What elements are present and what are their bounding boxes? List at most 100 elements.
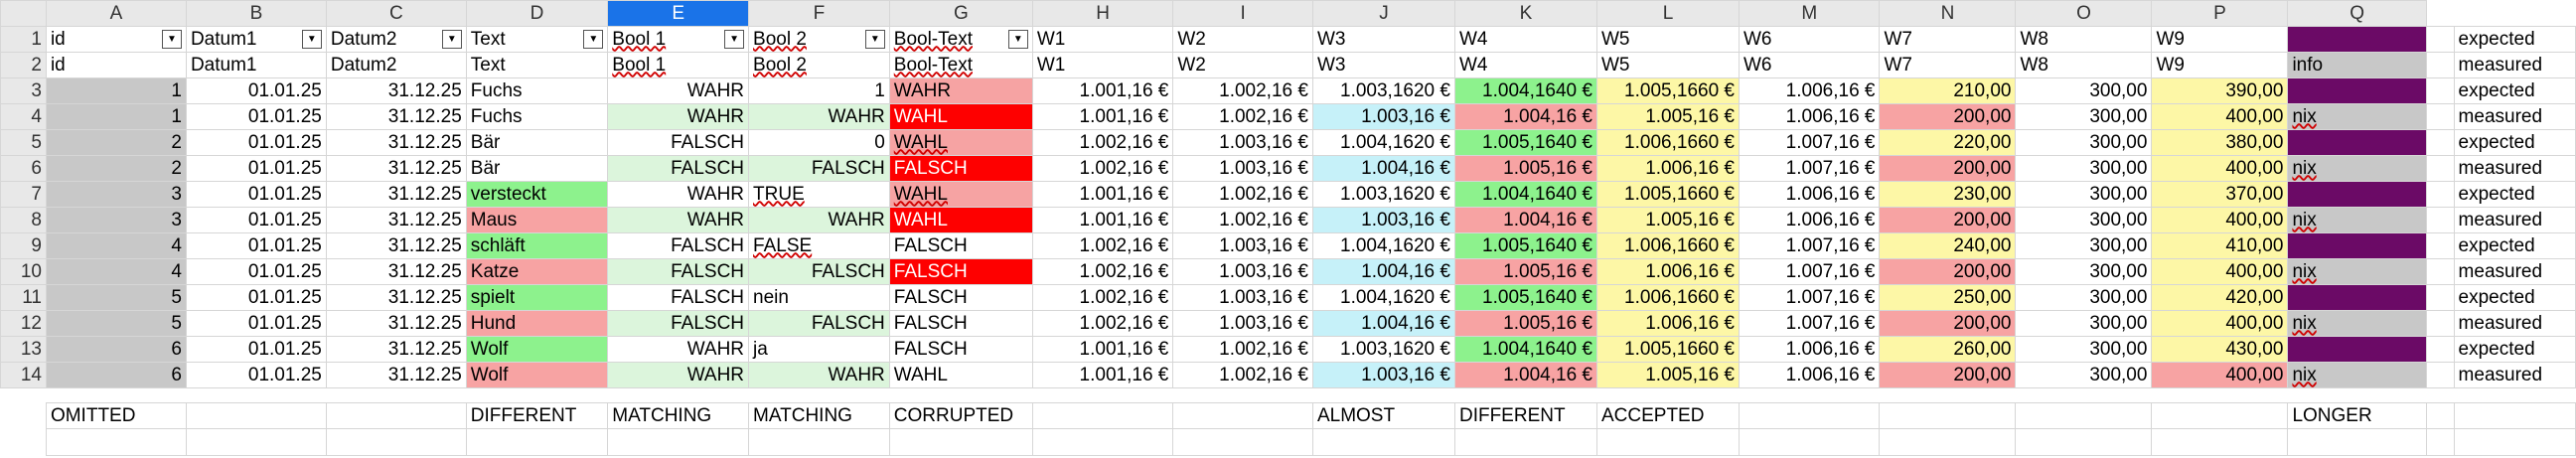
cell-w7[interactable]: 200,00	[1879, 155, 2017, 182]
cell-datum2[interactable]: 31.12.25	[325, 103, 467, 130]
cell-w8[interactable]: 300,00	[2015, 362, 2153, 388]
cell-bool2[interactable]: WAHR	[748, 362, 890, 388]
cell-w7[interactable]: 210,00	[1879, 77, 2017, 104]
cell-w5[interactable]: 1.005,1660 €	[1595, 77, 1741, 104]
cell-bool2[interactable]: ja	[748, 336, 890, 363]
cell-w9[interactable]: 410,00	[2151, 232, 2289, 259]
row-header[interactable]: 8	[0, 207, 47, 233]
cell-text[interactable]: Fuchs	[465, 77, 609, 104]
cell-o-header[interactable]: W8	[2015, 52, 2153, 78]
cell-bool-text[interactable]: FALSCH	[888, 336, 1033, 363]
cell-w4[interactable]: 1.004,16 €	[1453, 362, 1597, 388]
cell-w3[interactable]: 1.003,16 €	[1311, 207, 1455, 233]
cell-g-header[interactable]: Bool-Text	[888, 52, 1033, 78]
cell-datum1[interactable]: 01.01.25	[185, 310, 327, 337]
cell-datum2[interactable]: 31.12.25	[325, 207, 467, 233]
cell-g-header[interactable]: Bool-Text ▼	[888, 26, 1033, 53]
cell-datum1[interactable]: 01.01.25	[185, 181, 327, 208]
cell-id[interactable]: 2	[45, 155, 187, 182]
cell-w2[interactable]: 1.003,16 €	[1172, 258, 1313, 285]
column-header-f[interactable]: F	[748, 0, 890, 27]
row-header[interactable]: 14	[0, 362, 47, 388]
cell-w2[interactable]: 1.003,16 €	[1172, 129, 1313, 156]
cell-w5[interactable]: 1.005,1660 €	[1595, 181, 1741, 208]
cell-w2[interactable]: 1.003,16 €	[1172, 310, 1313, 337]
cell-bool2[interactable]: FALSE	[748, 232, 890, 259]
cell-w6[interactable]: 1.007,16 €	[1738, 155, 1881, 182]
cell-id[interactable]: 5	[45, 310, 187, 337]
cell-n-header[interactable]: W7	[1879, 52, 2017, 78]
cell-w7[interactable]: 200,00	[1879, 310, 2017, 337]
cell-bool1[interactable]: FALSCH	[607, 129, 750, 156]
cell-bool-text[interactable]: WAHL	[888, 181, 1033, 208]
cell-w6[interactable]: 1.007,16 €	[1738, 310, 1881, 337]
cell-info[interactable]: nix	[2287, 103, 2427, 130]
cell-datum2[interactable]: 31.12.25	[325, 258, 467, 285]
cell-j-header[interactable]: W3	[1311, 52, 1455, 78]
cell-w9[interactable]: 400,00	[2151, 103, 2289, 130]
cell-bool1[interactable]: WAHR	[607, 362, 750, 388]
cell-bool2[interactable]: 0	[748, 129, 890, 156]
column-header-c[interactable]: C	[325, 0, 467, 27]
column-header-g[interactable]: G	[888, 0, 1033, 27]
cell-w4[interactable]: 1.004,1640 €	[1453, 336, 1597, 363]
cell-w3[interactable]: 1.004,1620 €	[1311, 284, 1455, 311]
row-header[interactable]: 4	[0, 103, 47, 130]
cell-w6[interactable]: 1.006,16 €	[1738, 181, 1881, 208]
cell-info[interactable]	[2287, 232, 2427, 259]
cell-datum1[interactable]: 01.01.25	[185, 103, 327, 130]
cell-datum1[interactable]: 01.01.25	[185, 362, 327, 388]
cell-bool1[interactable]: WAHR	[607, 103, 750, 130]
row-header[interactable]: 2	[0, 52, 47, 78]
column-header-a[interactable]: A	[45, 0, 187, 27]
cell-text[interactable]: Maus	[465, 207, 609, 233]
cell-w4[interactable]: 1.005,16 €	[1453, 155, 1597, 182]
cell-bool-text[interactable]: WAHL	[888, 362, 1033, 388]
cell-w3[interactable]: 1.004,16 €	[1311, 155, 1455, 182]
cell-bool-text[interactable]: WAHL	[888, 129, 1033, 156]
cell-datum2[interactable]: 31.12.25	[325, 310, 467, 337]
cell-bool-text[interactable]: WAHL	[888, 103, 1033, 130]
cell-w9[interactable]: 400,00	[2151, 362, 2289, 388]
column-header-l[interactable]: L	[1595, 0, 1741, 27]
cell-w1[interactable]: 1.002,16 €	[1031, 129, 1174, 156]
row-header[interactable]: 6	[0, 155, 47, 182]
cell-a-header[interactable]: id ▼	[45, 26, 187, 53]
cell-w5[interactable]: 1.005,1660 €	[1595, 336, 1741, 363]
cell-w2[interactable]: 1.003,16 €	[1172, 155, 1313, 182]
cell-w2[interactable]: 1.002,16 €	[1172, 103, 1313, 130]
cell-w1[interactable]: 1.001,16 €	[1031, 77, 1174, 104]
cell-bool2[interactable]: nein	[748, 284, 890, 311]
cell-info[interactable]	[2287, 284, 2427, 311]
column-header-q[interactable]: Q	[2287, 0, 2427, 27]
cell-w9[interactable]: 400,00	[2151, 207, 2289, 233]
cell-w4[interactable]: 1.004,16 €	[1453, 207, 1597, 233]
cell-l-header[interactable]: W5	[1595, 52, 1741, 78]
cell-q-header[interactable]: info	[2287, 52, 2427, 78]
cell-w6[interactable]: 1.006,16 €	[1738, 103, 1881, 130]
cell-w4[interactable]: 1.005,16 €	[1453, 310, 1597, 337]
cell-bool1[interactable]: FALSCH	[607, 155, 750, 182]
cell-bool1[interactable]: WAHR	[607, 336, 750, 363]
cell-w6[interactable]: 1.007,16 €	[1738, 258, 1881, 285]
cell-info[interactable]: nix	[2287, 258, 2427, 285]
cell-n-header[interactable]: W7	[1879, 26, 2017, 53]
cell-f-header[interactable]: Bool 2	[748, 52, 890, 78]
cell-id[interactable]: 1	[45, 103, 187, 130]
cell-bool1[interactable]: FALSCH	[607, 310, 750, 337]
column-header-e[interactable]: E	[607, 0, 750, 27]
cell-bool2[interactable]: WAHR	[748, 207, 890, 233]
cell-bool1[interactable]: WAHR	[607, 181, 750, 208]
cell-datum1[interactable]: 01.01.25	[185, 129, 327, 156]
autofilter-dropdown-icon[interactable]: ▼	[161, 30, 182, 49]
cell-w4[interactable]: 1.004,1640 €	[1453, 181, 1597, 208]
cell-e-header[interactable]: Bool 1	[607, 52, 750, 78]
autofilter-dropdown-icon[interactable]: ▼	[724, 30, 745, 49]
cell-w9[interactable]: 400,00	[2151, 310, 2289, 337]
cell-w2[interactable]: 1.002,16 €	[1172, 207, 1313, 233]
cell-bool1[interactable]: FALSCH	[607, 232, 750, 259]
row-header[interactable]: 1	[0, 26, 47, 53]
cell-w5[interactable]: 1.006,16 €	[1595, 155, 1741, 182]
cell-w3[interactable]: 1.003,1620 €	[1311, 336, 1455, 363]
cell-w1[interactable]: 1.001,16 €	[1031, 362, 1174, 388]
